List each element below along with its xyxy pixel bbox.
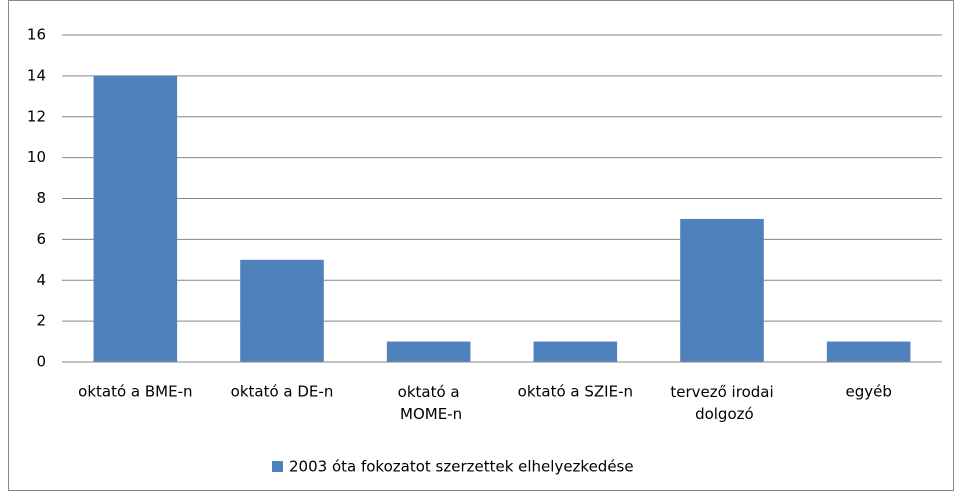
bar	[680, 218, 764, 362]
y-tick-label: 14	[27, 66, 46, 84]
y-tick-label: 2	[36, 312, 46, 330]
y-tick-label: 16	[27, 26, 46, 44]
x-tick-label: tervező irodai dolgozó	[670, 383, 773, 423]
y-tick-label: 12	[27, 107, 46, 125]
y-tick-label: 8	[36, 189, 46, 207]
y-tick-label: 10	[27, 148, 46, 166]
x-tick-label: egyéb	[845, 383, 891, 401]
x-tick-label: oktató a DE-n	[231, 383, 334, 401]
bar	[533, 341, 618, 362]
legend-label: 2003 óta fokozatot szerzettek elhelyezke…	[289, 458, 634, 476]
y-tick-label: 4	[36, 271, 46, 289]
x-tick-label: oktató a SZIE-n	[518, 383, 633, 401]
bar	[93, 75, 178, 362]
bar	[240, 259, 324, 362]
y-tick-label: 0	[36, 353, 46, 371]
y-tick-label: 6	[36, 230, 46, 248]
x-tick-label: oktató a MOME-n	[395, 383, 462, 423]
legend-swatch	[272, 461, 283, 472]
bar	[386, 341, 471, 362]
bar	[826, 341, 911, 362]
x-tick-label: oktató a BME-n	[78, 383, 192, 401]
